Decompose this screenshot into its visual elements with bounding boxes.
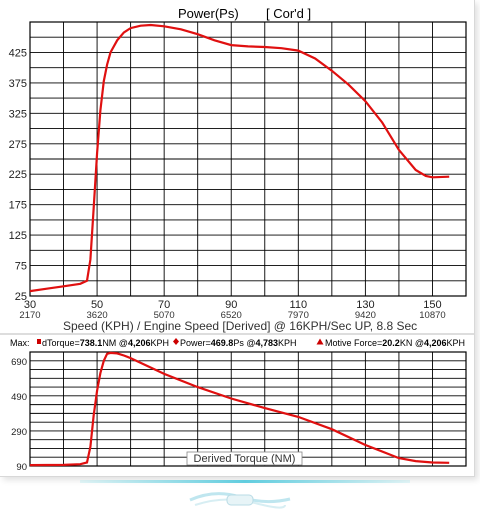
torque-y-tick-label: 90	[16, 462, 27, 473]
power-curve	[29, 23, 450, 293]
power-x-tick-label: 70	[158, 299, 170, 311]
power-grid	[30, 22, 466, 296]
torque-title-box	[186, 451, 303, 466]
torque-marker	[37, 339, 41, 344]
torque-grid	[30, 352, 466, 466]
max-label: Max:	[10, 338, 30, 348]
power-chart-title: Power(Ps)	[178, 6, 239, 21]
torque-chart: 90 290 490 690 Derived Torque (NM)	[11, 351, 467, 473]
power-x-tick-labels: 30 50 70 90 110 130 150	[24, 299, 442, 311]
rpm-tick-label: 5070	[154, 310, 175, 321]
rpm-tick-label: 10870	[419, 310, 445, 321]
power-y-tick-labels: 25 75 125 175 225 275 325 375 425	[9, 47, 27, 303]
torque-y-tick-label: 290	[11, 427, 27, 438]
power-y-tick-label: 225	[9, 169, 27, 181]
rpm-tick-label: 7970	[288, 310, 309, 321]
power-x-tick-label: 30	[24, 299, 36, 311]
power-y-tick-label: 375	[9, 78, 27, 90]
power-y-tick-label: 75	[15, 261, 27, 273]
power-x-tick-label: 90	[225, 299, 237, 311]
power-x-tick-label: 50	[91, 299, 103, 311]
power-y-tick-label: 25	[15, 291, 27, 303]
max-force-readout: Motive Force=20.2KN @4,206KPH	[325, 338, 465, 348]
max-torque-readout: dTorque=738.1NM @4,206KPH	[42, 338, 169, 348]
power-x-tick-label: 110	[290, 299, 308, 311]
torque-plot-area	[29, 351, 467, 467]
rpm-tick-label: 9420	[355, 310, 376, 321]
power-x-tick-label: 130	[356, 299, 374, 311]
power-x-axis-label: Speed (KPH) / Engine Speed [Derived] @ 1…	[63, 319, 417, 333]
power-y-tick-label: 275	[9, 139, 27, 151]
power-x-tick-label: 150	[423, 299, 441, 311]
force-marker	[316, 338, 324, 345]
max-power-readout: Power=469.8Ps @4,783KPH	[180, 338, 297, 348]
torque-curve	[29, 351, 450, 467]
power-rpm-tick-labels: 2170 3620 5070 6520 7970 9420 10870	[19, 310, 445, 321]
torque-chart-title: Derived Torque (NM)	[194, 453, 296, 465]
max-values-bar: Max: dTorque=738.1NM @4,206KPH Power=469…	[0, 333, 474, 348]
rpm-tick-label: 6520	[221, 310, 242, 321]
torque-y-tick-label: 690	[11, 357, 27, 368]
power-y-tick-label: 325	[9, 108, 27, 120]
rpm-tick-label: 3620	[87, 310, 108, 321]
torque-y-tick-labels: 90 290 490 690	[11, 357, 27, 473]
power-y-tick-label: 425	[9, 47, 27, 59]
rpm-tick-label: 2170	[19, 310, 40, 321]
power-marker	[173, 338, 179, 345]
corrected-tag: [ Cor'd ]	[266, 6, 311, 21]
watermark-logo	[189, 492, 291, 509]
power-y-tick-label: 175	[9, 200, 27, 212]
torque-y-tick-label: 490	[11, 392, 27, 403]
power-y-tick-label: 125	[9, 230, 27, 242]
footer-accent-line	[80, 480, 410, 483]
